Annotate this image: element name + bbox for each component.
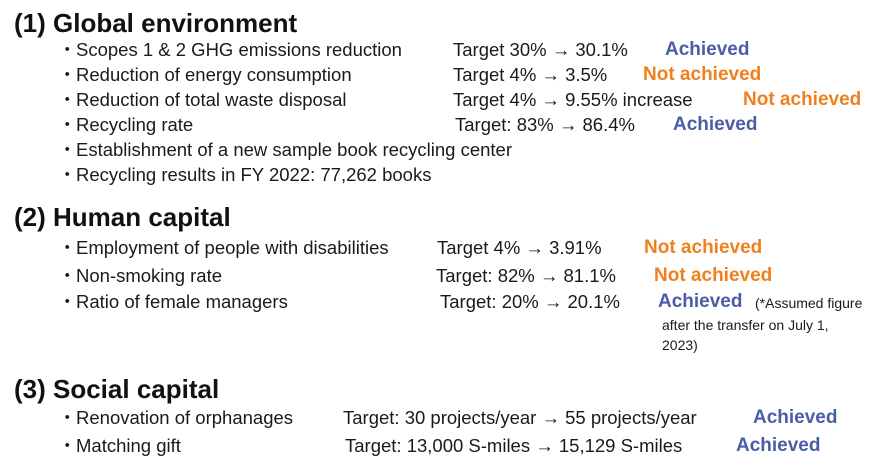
bullet: ・ bbox=[58, 39, 77, 60]
list-item: ・ Establishment of a new sample book rec… bbox=[0, 139, 896, 161]
bullet: ・ bbox=[58, 265, 77, 286]
bullet: ・ bbox=[58, 89, 77, 110]
section-heading-human-capital: (2) Human capital bbox=[14, 202, 231, 232]
status-badge: Achieved bbox=[665, 39, 750, 60]
status-badge: Not achieved bbox=[654, 265, 773, 286]
list-item: ・ Recycling results in FY 2022: 77,262 b… bbox=[0, 164, 896, 186]
status-badge: Not achieved bbox=[644, 237, 763, 258]
list-item: ・ Matching gift Target: 13,000 S-miles →… bbox=[0, 435, 896, 457]
list-item: ・ Reduction of energy consumption Target… bbox=[0, 64, 896, 86]
bullet: ・ bbox=[58, 237, 77, 258]
bullet: ・ bbox=[58, 291, 77, 312]
status-badge: Achieved bbox=[736, 435, 821, 456]
item-label: Reduction of energy consumption bbox=[76, 64, 352, 85]
section-heading-social-capital: (3) Social capital bbox=[14, 374, 220, 404]
item-target: Target 4% → 3.91% bbox=[437, 237, 602, 258]
item-label: Renovation of orphanages bbox=[76, 407, 294, 428]
footnote: 2023) bbox=[662, 337, 698, 353]
item-target: Target: 83% → 86.4% bbox=[455, 114, 635, 135]
item-label: Matching gift bbox=[76, 435, 181, 456]
bullet: ・ bbox=[58, 114, 77, 135]
item-label: Non-smoking rate bbox=[76, 265, 223, 286]
list-item: ・ Ratio of female managers Target: 20% →… bbox=[0, 291, 896, 313]
list-item: ・ Reduction of total waste disposal Targ… bbox=[0, 89, 896, 111]
item-label: Ratio of female managers bbox=[76, 291, 288, 312]
item-target: Target: 20% → 20.1% bbox=[440, 291, 620, 312]
status-badge: Not achieved bbox=[643, 64, 762, 85]
footnote: after the transfer on July 1, bbox=[662, 317, 829, 333]
item-target: Target: 13,000 S-miles → 15,129 S-miles bbox=[345, 435, 683, 456]
list-item: ・ Recycling rate Target: 83% → 86.4% Ach… bbox=[0, 114, 896, 136]
item-target: Target: 30 projects/year → 55 projects/y… bbox=[343, 407, 697, 428]
footnote: (*Assumed figure bbox=[755, 295, 863, 311]
bullet: ・ bbox=[58, 435, 77, 456]
list-item: ・ Employment of people with disabilities… bbox=[0, 237, 896, 259]
item-target: Target: 82% → 81.1% bbox=[436, 265, 616, 286]
item-label: Establishment of a new sample book recyc… bbox=[76, 139, 512, 160]
status-badge: Achieved bbox=[673, 114, 758, 135]
status-badge: Achieved bbox=[753, 407, 838, 428]
list-item: ・ Non-smoking rate Target: 82% → 81.1% N… bbox=[0, 265, 896, 287]
item-label: Reduction of total waste disposal bbox=[76, 89, 347, 110]
bullet: ・ bbox=[58, 407, 77, 428]
item-label: Scopes 1 & 2 GHG emissions reduction bbox=[76, 39, 402, 60]
bullet: ・ bbox=[58, 164, 77, 185]
item-target: Target 4% → 3.5% bbox=[453, 64, 608, 85]
list-item: ・ Scopes 1 & 2 GHG emissions reduction T… bbox=[0, 39, 896, 61]
bullet: ・ bbox=[58, 64, 77, 85]
item-label: Recycling rate bbox=[76, 114, 194, 135]
status-badge: Achieved bbox=[658, 291, 743, 312]
item-target: Target 4% → 9.55% increase bbox=[453, 89, 693, 110]
section-heading-global-environment: (1) Global environment bbox=[14, 8, 298, 38]
item-label: Employment of people with disabilities bbox=[76, 237, 389, 258]
bullet: ・ bbox=[58, 139, 77, 160]
item-target: Target 30% → 30.1% bbox=[453, 39, 628, 60]
list-item: ・ Renovation of orphanages Target: 30 pr… bbox=[0, 407, 896, 429]
item-label: Recycling results in FY 2022: 77,262 boo… bbox=[76, 164, 432, 185]
status-badge: Not achieved bbox=[743, 89, 862, 110]
